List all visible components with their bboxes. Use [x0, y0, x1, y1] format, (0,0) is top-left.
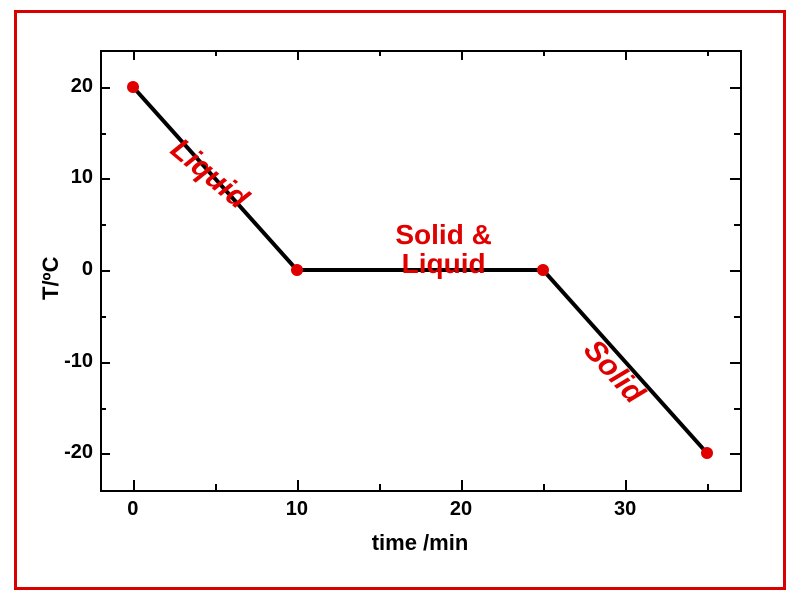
data-marker [291, 264, 303, 276]
data-marker [537, 264, 549, 276]
data-marker [127, 81, 139, 93]
annotation: Solid & Liquid [395, 220, 491, 279]
series-line [0, 0, 800, 600]
data-marker [701, 447, 713, 459]
